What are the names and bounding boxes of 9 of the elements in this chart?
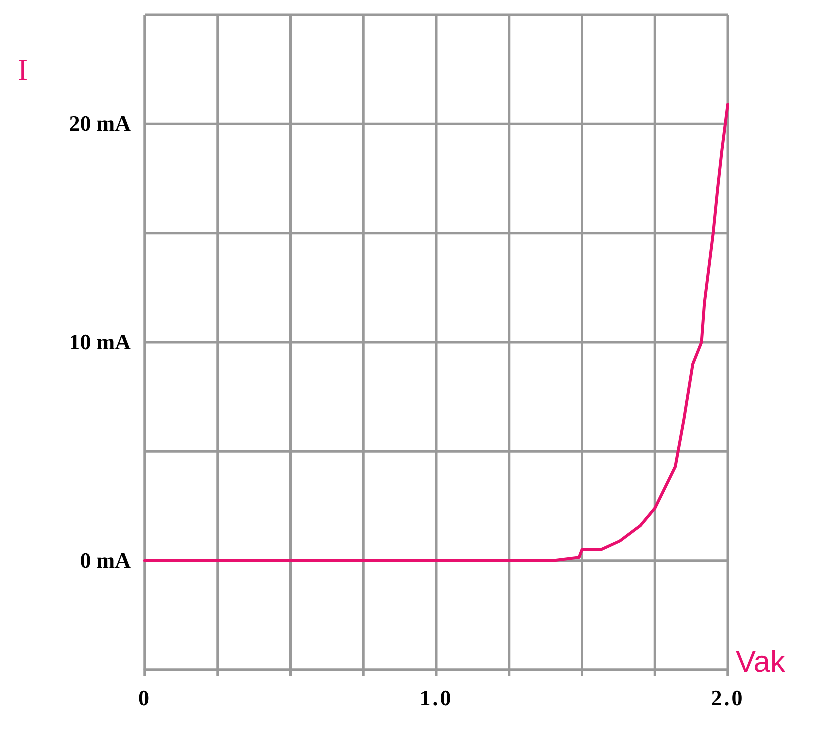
y-tick-label: 20 mA	[69, 111, 132, 136]
x-tick-label: 0	[138, 686, 152, 711]
line-series	[144, 103, 730, 562]
x-tick-label: 2.0	[711, 686, 745, 711]
x-axis-title: Vak	[736, 646, 786, 679]
y-axis-title: I	[18, 54, 28, 87]
x-tick-label: 1.0	[420, 686, 454, 711]
y-tick-label: 0 mA	[80, 548, 132, 573]
y-tick-label: 10 mA	[69, 330, 132, 355]
